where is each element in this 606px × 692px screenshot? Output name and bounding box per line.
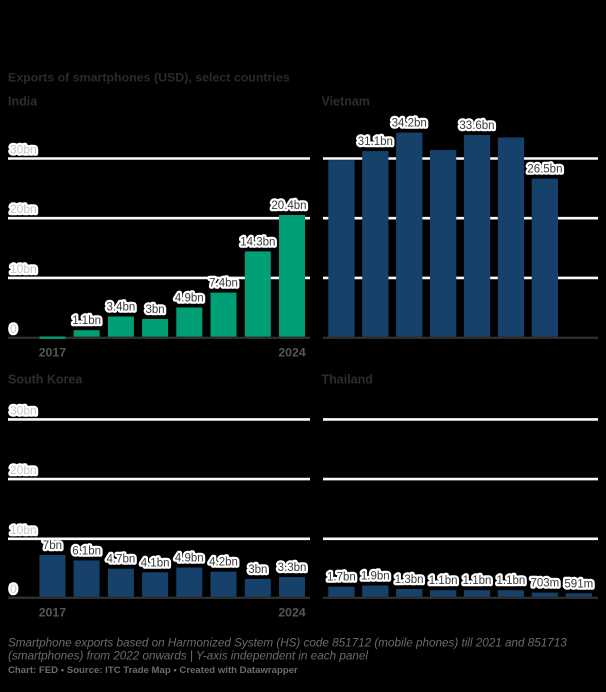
svg-text:4.9bn: 4.9bn (175, 553, 204, 565)
svg-text:3bn: 3bn (146, 304, 165, 316)
svg-text:India: India (8, 95, 38, 109)
svg-text:31.1bn: 31.1bn (358, 136, 393, 148)
svg-text:2024: 2024 (278, 606, 306, 620)
svg-text:10bn: 10bn (10, 262, 37, 276)
svg-text:Thailand: Thailand (322, 373, 373, 387)
svg-text:Chart: FED • Source: ITC Trade: Chart: FED • Source: ITC Trade Map • Cre… (8, 665, 298, 676)
svg-text:2024: 2024 (278, 346, 306, 360)
svg-text:10bn: 10bn (10, 523, 37, 537)
svg-text:3.3bn: 3.3bn (278, 562, 307, 574)
svg-text:3.4bn: 3.4bn (107, 302, 136, 314)
svg-text:1.7bn: 1.7bn (327, 572, 356, 584)
svg-text:7.4bn: 7.4bn (209, 278, 238, 290)
svg-text:20.4bn: 20.4bn (271, 200, 306, 212)
svg-text:1.3bn: 1.3bn (395, 574, 424, 586)
svg-text:703m: 703m (531, 578, 560, 590)
svg-text:Vietnam: Vietnam (322, 95, 370, 109)
svg-text:591m: 591m (564, 578, 593, 590)
svg-text:30bn: 30bn (10, 403, 37, 417)
svg-text:1.1bn: 1.1bn (463, 575, 492, 587)
svg-text:6.1bn: 6.1bn (72, 545, 101, 557)
svg-text:1.9bn: 1.9bn (361, 571, 390, 583)
svg-text:26.5bn: 26.5bn (527, 164, 562, 176)
svg-text:0: 0 (10, 582, 17, 596)
svg-text:4.7bn: 4.7bn (107, 554, 136, 566)
svg-text:20bn: 20bn (10, 202, 37, 216)
svg-text:30bn: 30bn (10, 143, 37, 157)
svg-text:20bn: 20bn (10, 463, 37, 477)
svg-text:Smartphone exports based on Ha: Smartphone exports based on Harmonized S… (8, 636, 567, 649)
svg-text:(smartphones) from 2022 onward: (smartphones) from 2022 onwards | Y-axis… (8, 649, 368, 662)
svg-text:14.3bn: 14.3bn (240, 236, 275, 248)
svg-text:4.1bn: 4.1bn (141, 557, 170, 569)
svg-text:1.1bn: 1.1bn (429, 575, 458, 587)
svg-text:South Korea: South Korea (8, 373, 83, 387)
svg-text:4.2bn: 4.2bn (209, 557, 238, 569)
svg-text:2017: 2017 (39, 606, 67, 620)
svg-text:4.9bn: 4.9bn (175, 293, 204, 305)
svg-text:7bn: 7bn (43, 540, 62, 552)
svg-text:3bn: 3bn (248, 564, 267, 576)
svg-text:1.1bn: 1.1bn (497, 575, 526, 587)
svg-text:Exports of smartphones (USD),: Exports of smartphones (USD), select cou… (8, 71, 290, 85)
svg-text:1.1bn: 1.1bn (72, 315, 101, 327)
svg-text:0: 0 (10, 322, 17, 336)
svg-text:2017: 2017 (39, 346, 67, 360)
svg-text:33.6bn: 33.6bn (459, 120, 494, 132)
svg-text:34.2bn: 34.2bn (392, 118, 427, 130)
